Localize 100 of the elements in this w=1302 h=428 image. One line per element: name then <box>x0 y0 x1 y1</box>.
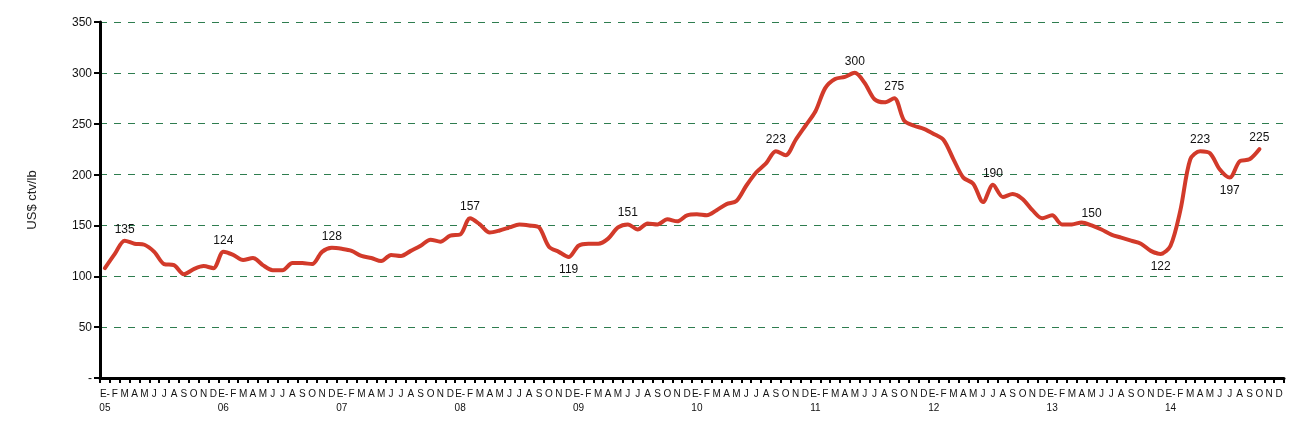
x-tick-label: D <box>565 387 573 399</box>
x-tick-label: N <box>436 387 445 399</box>
x-tick-label: F <box>348 387 355 399</box>
data-label: 135 <box>114 221 135 236</box>
x-tick-label: M <box>377 387 386 399</box>
x-tick-label: J <box>625 387 631 399</box>
x-tick-label: A <box>999 387 1007 399</box>
x-tick-label: E- 12 <box>928 387 940 413</box>
x-tick-label: N <box>673 387 681 399</box>
x-tick-label: E- 14 <box>1164 387 1177 413</box>
x-tick-label: M <box>850 387 859 399</box>
x-tick-label: M <box>712 387 721 399</box>
x-tick-label: O <box>189 387 198 399</box>
x-tick-label: F <box>1177 387 1184 399</box>
x-tick-label: A <box>841 387 849 399</box>
x-tick-label: M <box>357 387 366 399</box>
x-tick-label: M <box>1067 387 1077 399</box>
x-tick-label: M <box>140 387 149 399</box>
y-tick-label: 150 <box>71 218 93 233</box>
x-tick-label: D <box>920 387 928 399</box>
x-tick-label: J <box>398 387 404 399</box>
x-tick-label: A <box>170 387 178 399</box>
y-axis-title: US$ ctv/lb <box>24 170 39 230</box>
y-tick-label: 350 <box>71 15 93 29</box>
x-tick-label: M <box>495 387 504 399</box>
x-tick-label: M <box>120 387 129 399</box>
x-tick-label: M <box>949 387 958 399</box>
x-tick-label: E- 05 <box>99 387 111 413</box>
x-tick-label: S <box>1246 387 1254 399</box>
data-label: 225 <box>1249 130 1270 145</box>
x-tick-label: A <box>604 387 612 399</box>
x-tick-label: J <box>280 387 286 399</box>
x-tick-label: N <box>555 387 563 399</box>
x-tick-label: J <box>151 387 157 399</box>
x-tick-label: J <box>1217 387 1223 399</box>
x-tick-label: A <box>762 387 770 399</box>
x-tick-label: J <box>270 387 276 399</box>
x-tick-label: A <box>960 387 967 399</box>
x-tick-label: M <box>830 387 840 399</box>
data-label: 151 <box>617 205 639 220</box>
x-tick-label: M <box>613 387 623 399</box>
x-tick-label: A <box>1117 387 1125 399</box>
x-tick-label: F <box>230 387 237 399</box>
x-tick-label: D <box>683 387 691 399</box>
x-tick-label: O <box>663 387 672 399</box>
y-tick-label: 200 <box>71 167 93 182</box>
data-label: 128 <box>321 228 343 243</box>
x-tick-label: O <box>1018 387 1027 399</box>
x-tick-label: A <box>723 387 731 399</box>
x-tick-label: E- 11 <box>810 387 821 413</box>
x-tick-label: F <box>466 387 474 399</box>
x-tick-label: S <box>772 387 780 399</box>
y-tick-label: - <box>88 371 92 385</box>
x-tick-label: O <box>900 387 909 399</box>
x-tick-label: A <box>289 387 297 399</box>
x-tick-label: N <box>1147 387 1155 399</box>
x-tick-label: S <box>1127 387 1135 399</box>
x-tick-label: E- 06 <box>217 387 230 413</box>
x-tick-label: F <box>940 387 947 399</box>
x-tick-label: M <box>475 387 485 399</box>
data-label: 157 <box>459 199 481 214</box>
data-label: 150 <box>1081 206 1102 221</box>
x-tick-label: S <box>1009 387 1017 399</box>
data-label: 119 <box>559 261 579 276</box>
x-tick-label: O <box>1255 387 1264 399</box>
data-label: 275 <box>884 79 905 94</box>
x-tick-label: E- 10 <box>691 387 703 413</box>
x-tick-label: O <box>308 387 317 399</box>
y-tick-label: 300 <box>71 65 93 80</box>
x-tick-label: S <box>298 387 306 399</box>
x-tick-label: N <box>318 387 326 399</box>
x-tick-label: M <box>969 387 978 399</box>
y-tick-label: 100 <box>71 269 93 284</box>
x-tick-label: J <box>161 387 167 399</box>
data-label: 197 <box>1219 182 1241 197</box>
x-tick-label: J <box>862 387 868 399</box>
x-tick-label: N <box>1265 387 1273 399</box>
x-tick-label: J <box>1108 387 1114 399</box>
x-tick-label: D <box>209 387 218 399</box>
x-tick-label: A <box>881 387 889 399</box>
x-tick-label: O <box>781 387 790 399</box>
x-tick-label: M <box>732 387 741 399</box>
x-tick-label: F <box>703 387 710 399</box>
x-tick-label: A <box>486 387 494 399</box>
x-tick-label: S <box>417 387 425 399</box>
x-tick-label: O <box>1137 387 1146 399</box>
x-tick-label: J <box>980 387 986 399</box>
x-tick-label: A <box>368 387 375 399</box>
x-tick-label: J <box>1227 387 1233 399</box>
x-tick-label: J <box>506 387 512 399</box>
y-tick-label: 50 <box>78 320 93 335</box>
x-tick-label: D <box>1157 387 1165 399</box>
x-tick-label: S <box>180 387 188 399</box>
x-tick-label: D <box>1275 387 1283 399</box>
x-tick-label: F <box>822 387 829 399</box>
x-tick-label: E- 08 <box>454 387 467 413</box>
x-tick-label: O <box>545 387 554 399</box>
x-tick-label: N <box>1028 387 1037 399</box>
x-tick-label: A <box>525 387 533 399</box>
data-label: 223 <box>765 132 787 147</box>
